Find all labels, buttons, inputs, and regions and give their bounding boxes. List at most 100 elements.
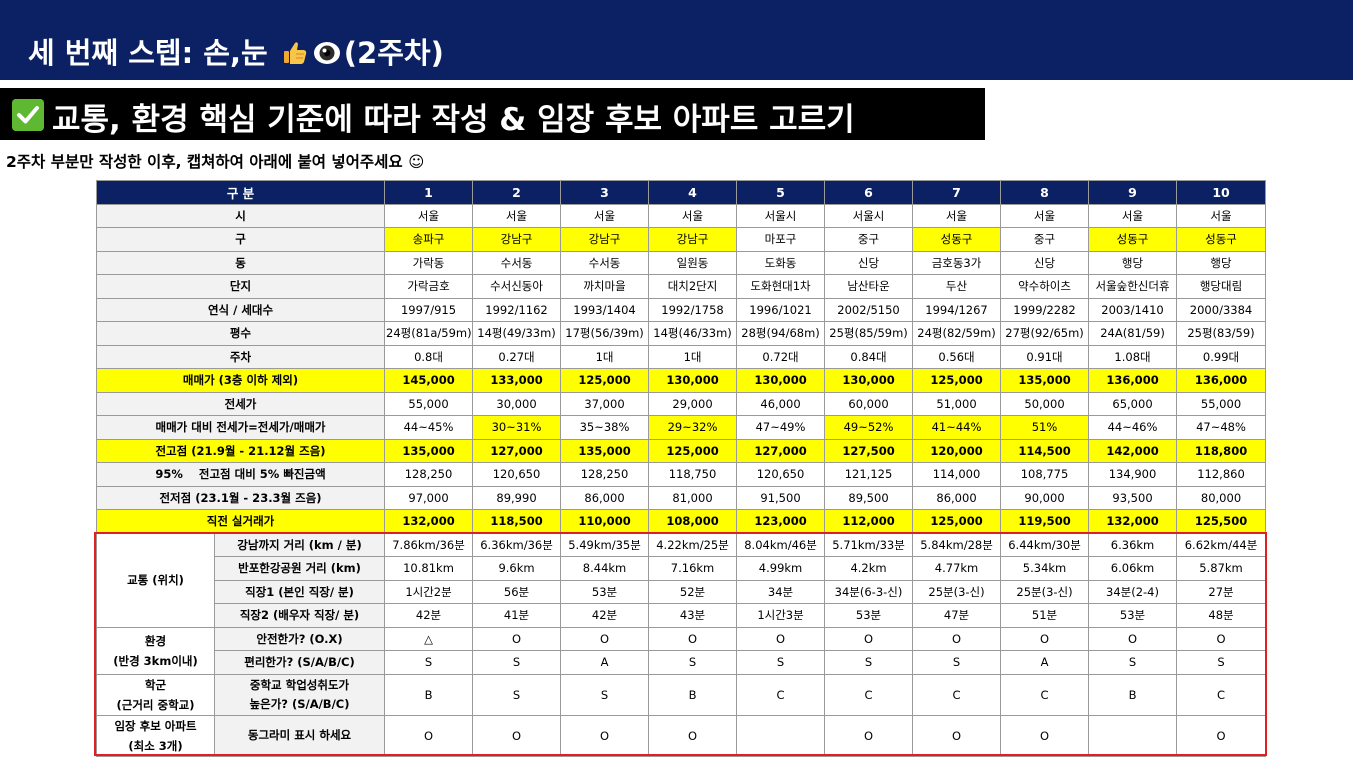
group-label-line1: 학군 <box>144 677 167 692</box>
table-cell: 47~48% <box>1176 415 1267 440</box>
table-cell: C <box>824 673 914 716</box>
page-title: 세 번째 스텝: 손,눈 (2주차) <box>28 30 444 72</box>
table-cell: 10.81km <box>384 556 474 581</box>
table-cell: 0.91대 <box>1000 344 1090 369</box>
table-row: 95% 전고점 대비 5% 빠진금액 128,250 120,650 128,250 11… <box>95 462 1267 487</box>
table-cell: 0.8대 <box>384 344 474 369</box>
check-mark-icon <box>12 99 44 131</box>
table-cell: 일원동 <box>648 250 738 275</box>
table-cell: 1996/1021 <box>736 297 826 322</box>
table-cell: 93,500 <box>1088 485 1178 510</box>
table-cell: O <box>1176 714 1267 757</box>
row-label: 시 <box>95 203 386 228</box>
table-cell: 6.44km/30분 <box>1000 532 1090 557</box>
table-row: 환경 (반경 3km이내) 안전한가? (O.X) △ O O O O O O O O O <box>96 626 1267 675</box>
table-cell: 41~44% <box>912 415 1002 440</box>
table-cell: 25평(85/59m) <box>824 321 914 346</box>
table-cell: 35~38% <box>560 415 650 440</box>
table-row: 시 서울 서울 서울 서울 서울시 서울시 서울 서울 서울 서울 <box>95 203 1267 228</box>
table-cell: 42분 <box>384 603 474 628</box>
row-label: 직장1 (본인 직장/ 분) <box>213 579 386 604</box>
table-cell: 123,000 <box>736 509 826 534</box>
row-label: 전세가 <box>95 391 386 416</box>
table-cell: 51분 <box>1000 603 1090 628</box>
row-label-text: 전고점 대비 5% 빠진금액 <box>198 467 326 482</box>
table-cell: 대치2단지 <box>648 274 738 299</box>
row-label: 중학교 학업성취도가 높은가? (S/A/B/C) <box>213 673 386 716</box>
table-cell: 134,900 <box>1088 462 1178 487</box>
table-cell: 신당 <box>1000 250 1090 275</box>
column-header: 4 <box>648 180 738 205</box>
column-header: 6 <box>824 180 914 205</box>
table-cell: 125,000 <box>912 509 1002 534</box>
table-cell: 97,000 <box>384 485 474 510</box>
section-banner: 교통, 환경 핵심 기준에 따라 작성 & 임장 후보 아파트 고르기 <box>0 88 985 140</box>
table-cell: O <box>1088 626 1178 651</box>
table-cell: 119,500 <box>1000 509 1090 534</box>
table-row: 직장2 (배우자 직장/ 분) 42분 41분 42분 43분 1시간3분 53분 47분 51… <box>97 603 1267 628</box>
table-cell: 남산타운 <box>824 274 914 299</box>
table-cell: 55,000 <box>1176 391 1267 416</box>
table-cell: 24평(81a/59m) <box>384 321 474 346</box>
table-cell: 14평(49/33m) <box>472 321 562 346</box>
table-cell: O <box>560 626 650 651</box>
table-header-label: 구 분 <box>95 180 386 205</box>
table-cell: 53분 <box>1088 603 1178 628</box>
row-label: 매매가 대비 전세가=전세가/매매가 <box>95 415 386 440</box>
table-row: 전고점 (21.9월 - 21.12월 즈음) 135,000 127,000 135… <box>95 438 1267 463</box>
table-cell: 4.22km/25분 <box>648 532 738 557</box>
table-cell: 강남구 <box>472 227 562 252</box>
apartment-comparison-table: 구 분 1 2 3 4 5 6 7 8 9 10 시 서울 서울 서울 서울 서울시 서울시 서울 서울 서울 서울 구 송파… <box>95 180 1267 757</box>
table-cell: 89,990 <box>472 485 562 510</box>
table-cell: 114,500 <box>1000 438 1090 463</box>
table-cell: 성동구 <box>912 227 1002 252</box>
table-cell: 5.49km/35분 <box>560 532 650 557</box>
page-title-prefix: 세 번째 스텝: 손,눈 <box>28 36 268 70</box>
table-row: 평수 24평(81a/59m) 14평(49/33m) 17평(56/39m) 14평(… <box>95 321 1267 346</box>
table-cell: S <box>824 650 914 675</box>
table-cell: 서울 <box>1176 203 1267 228</box>
table-cell: 51,000 <box>912 391 1002 416</box>
table-cell: 행당 <box>1176 250 1267 275</box>
table-cell: S <box>912 650 1002 675</box>
table-cell: 55,000 <box>384 391 474 416</box>
table-cell: O <box>648 714 738 757</box>
table-cell: 수서동 <box>560 250 650 275</box>
table-cell: 135,000 <box>1000 368 1090 393</box>
table-cell: 34분 <box>736 579 826 604</box>
table-cell: 60,000 <box>824 391 914 416</box>
table-cell: S <box>472 650 562 675</box>
table-cell: 1992/1162 <box>472 297 562 322</box>
row-label: 직전 실거래가 <box>95 509 386 534</box>
table-cell: 6.36km/36분 <box>472 532 562 557</box>
table-cell: 86,000 <box>560 485 650 510</box>
table-cell: 42분 <box>560 603 650 628</box>
table-row: 학군 (근거리 중학교) 중학교 학업성취도가 높은가? (S/A/B/C) B S S B C… <box>96 673 1267 716</box>
row-label: 전고점 (21.9월 - 21.12월 즈음) <box>95 438 386 463</box>
table-cell: 강남구 <box>648 227 738 252</box>
table-cell: 118,800 <box>1176 438 1267 463</box>
table-cell: 125,000 <box>648 438 738 463</box>
table-cell: 마포구 <box>736 227 826 252</box>
column-header: 7 <box>912 180 1002 205</box>
table-header-row: 구 분 1 2 3 4 5 6 7 8 9 10 <box>95 180 1267 205</box>
table-cell: 0.84대 <box>824 344 914 369</box>
page-title-suffix: (2주차) <box>343 36 444 70</box>
table-cell: 53분 <box>560 579 650 604</box>
table-cell: 도화동 <box>736 250 826 275</box>
table-row: 단지 가락금호 수서신동아 까치마을 대치2단지 도화현대1차 남산타운 두산 약수하이츠 서울숲… <box>95 274 1267 299</box>
table-cell: 29~32% <box>648 415 738 440</box>
table-cell: △ <box>384 626 474 651</box>
table-cell: 125,000 <box>560 368 650 393</box>
table-row: 직장1 (본인 직장/ 분) 1시간2분 56분 53분 52분 34분 34분(6-3-신… <box>97 579 1267 604</box>
table-cell: 130,000 <box>648 368 738 393</box>
table-cell: 신당 <box>824 250 914 275</box>
table-row: 임장 후보 아파트 (최소 3개) 동그라미 표시 하세요 O O O O O O O O <box>96 714 1267 757</box>
table-cell: 5.84km/28분 <box>912 532 1002 557</box>
table-cell: 127,500 <box>824 438 914 463</box>
table-cell: O <box>472 626 562 651</box>
table-cell: 130,000 <box>824 368 914 393</box>
table-cell: 48분 <box>1176 603 1267 628</box>
table-cell: O <box>912 714 1002 757</box>
table-cell: 중구 <box>1000 227 1090 252</box>
